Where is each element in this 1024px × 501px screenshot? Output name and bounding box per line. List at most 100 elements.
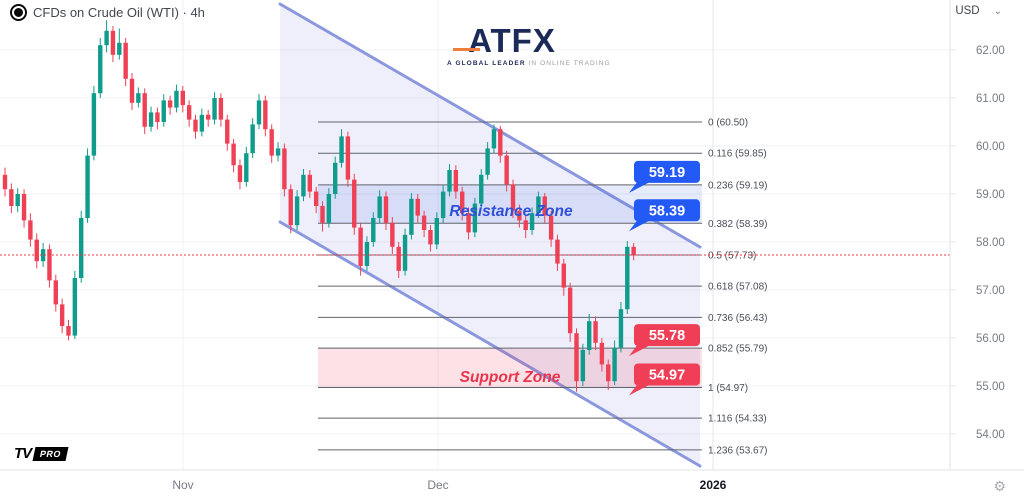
candle-body [294, 196, 300, 226]
gear-icon[interactable]: ⚙ [993, 478, 1006, 494]
candle-body [606, 364, 611, 382]
candle-body [460, 191, 465, 214]
candle-body [59, 304, 65, 326]
candle-body [358, 227, 363, 266]
candle-body [47, 249, 52, 281]
price-axis-label: 59.00 [976, 189, 1005, 201]
chevron-down-icon: ⌄ [993, 5, 1002, 17]
candle-body [479, 174, 484, 204]
candles-layer [2, 20, 636, 392]
candle-body [498, 129, 503, 156]
candle-body [364, 242, 370, 266]
candle-body [40, 249, 46, 262]
candle-body [625, 246, 630, 310]
price-badge-58.39: 58.39 [629, 199, 700, 232]
tradingview-watermark[interactable]: TV PRO [14, 445, 69, 462]
candle-body [542, 196, 547, 216]
symbol-title: CFDs on Crude Oil (WTI) · 4h [33, 5, 205, 20]
channel-lower-line [278, 220, 702, 468]
time-axis-label: Nov [172, 478, 193, 492]
fib-label: 0.618 (57.08) [708, 282, 768, 293]
candle-body [9, 189, 14, 206]
candle-body [567, 287, 573, 334]
candle-body [256, 100, 262, 125]
support-zone-label: Support Zone [460, 369, 561, 386]
candle-body [345, 136, 351, 180]
candle-body [148, 112, 154, 127]
candle-body [180, 90, 185, 106]
svg-text:54.97: 54.97 [649, 367, 685, 383]
candle-body [21, 194, 27, 221]
pro-badge: PRO [32, 446, 69, 461]
symbol-header: CFDs on Crude Oil (WTI) · 4h [10, 4, 205, 21]
price-axis-label: 61.00 [976, 93, 1005, 105]
candle-body [409, 198, 414, 235]
price-axis-label: 62.00 [976, 45, 1005, 57]
candle-body [186, 105, 192, 120]
candle-body [66, 326, 71, 336]
candle-body [523, 220, 528, 230]
candle-body [282, 148, 287, 190]
candle-body [129, 78, 135, 103]
candle-body [548, 215, 554, 240]
candle-body [136, 93, 141, 103]
candle-body [618, 309, 624, 348]
candle-body [231, 143, 236, 166]
fib-label: 1 (54.97) [708, 383, 748, 394]
candle-body [2, 174, 8, 190]
candle-body [212, 98, 217, 120]
fib-label: 0.736 (56.43) [708, 313, 768, 324]
candle-body [237, 165, 243, 182]
time-axis-label: 2026 [700, 478, 727, 492]
atfx-logo-orange-bar [453, 48, 480, 51]
candle-body [580, 350, 586, 382]
candle-body [320, 206, 325, 223]
atfx-logo: ATFX A GLOBAL LEADER IN ONLINE TRADING [447, 24, 610, 67]
candle-body [472, 203, 478, 233]
candle-body [536, 196, 541, 214]
atfx-logo-text: ATFX [447, 24, 577, 57]
candle-body [167, 100, 173, 108]
price-badge-55.78: 55.78 [629, 324, 700, 357]
candle-body [352, 179, 357, 228]
candle-body [307, 174, 312, 192]
candle-body [517, 210, 522, 221]
fib-label: 0.5 (57.73) [708, 250, 756, 261]
candle-body [587, 321, 592, 350]
fib-label: 0.382 (58.39) [708, 219, 768, 230]
candle-body [466, 213, 471, 233]
price-axis-label: 57.00 [976, 285, 1005, 297]
candle-body [34, 239, 39, 262]
candle-body [428, 230, 433, 245]
currency-label: USD [955, 5, 980, 17]
price-axis-label: 56.00 [976, 333, 1005, 345]
zone-labels: Resistance Zone Support Zone [449, 203, 573, 386]
candle-body [383, 196, 389, 223]
candle-body [53, 280, 58, 305]
candle-body [79, 218, 84, 278]
fib-label: 0 (60.50) [708, 118, 748, 129]
channel-upper-line [278, 2, 702, 249]
candle-body [555, 239, 560, 264]
candle-body [161, 100, 166, 122]
price-axis-label: 54.00 [976, 429, 1005, 441]
fib-label: 1.116 (54.33) [708, 414, 767, 425]
price-axis-label: 55.00 [976, 381, 1005, 393]
price-badges: 59.19 58.39 55.78 54.97 [629, 160, 700, 396]
candle-body [275, 148, 281, 156]
candle-body [396, 246, 401, 271]
candle-body [529, 213, 535, 230]
candle-body [301, 174, 306, 197]
candle-body [631, 246, 636, 255]
candle-body [491, 129, 497, 149]
svg-text:58.39: 58.39 [649, 203, 685, 219]
candle-body [453, 170, 459, 192]
candle-body [440, 191, 446, 218]
currency-selector[interactable]: USD ⌄ [955, 5, 1002, 17]
candle-body [155, 112, 160, 122]
candle-body [123, 42, 128, 79]
candle-body [174, 90, 179, 108]
resistance-zone-label: Resistance Zone [449, 203, 573, 220]
candle-body [225, 119, 230, 144]
